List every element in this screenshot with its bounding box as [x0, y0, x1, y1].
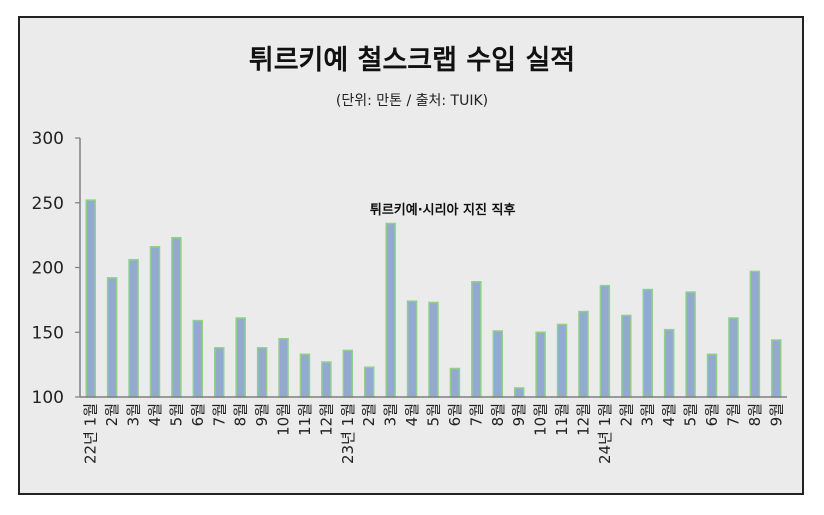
x-tick-label: 3월 [639, 403, 657, 426]
bar [171, 236, 182, 398]
bar [599, 284, 611, 398]
y-tick-label: 300 [32, 129, 64, 149]
bar [363, 366, 375, 398]
y-tick-label: 100 [32, 388, 64, 408]
chart-frame [18, 16, 804, 495]
bar [85, 199, 96, 398]
bar [578, 310, 589, 398]
bar [685, 291, 696, 398]
x-axis: 22년 1월 2월 3월 4월 5월 6월 7월 8월 9월 10월 11월 12월 23년 1월 2월 3… [80, 396, 787, 464]
x-tick-label: 5월 [167, 403, 185, 426]
x-tick-label: 3월 [125, 403, 143, 426]
bar [192, 319, 204, 398]
x-tick-label: 8월 [746, 403, 764, 426]
bar [642, 288, 653, 398]
bar [342, 349, 354, 398]
bar [278, 337, 289, 398]
x-tick-label: 9월 [767, 403, 785, 426]
bar [428, 301, 439, 398]
x-tick-label: 6월 [703, 403, 721, 426]
bar [621, 314, 632, 398]
x-tick-label: 12월 [317, 403, 335, 436]
bar [728, 317, 739, 398]
bar [385, 222, 396, 398]
annotation-label: 튀르키예·시리아 지진 직후 [370, 202, 516, 218]
x-tick-label: 2월 [103, 403, 121, 426]
x-tick-label: 7월 [724, 403, 742, 426]
bar [321, 361, 332, 398]
y-tick-label: 200 [32, 259, 64, 279]
bar [149, 246, 161, 398]
x-tick-label: 11월 [553, 403, 571, 436]
x-tick-label: 3월 [382, 403, 400, 426]
x-tick-label: 6월 [446, 403, 464, 426]
bar [128, 258, 139, 398]
bar [449, 367, 461, 398]
x-tick-label: 4월 [660, 403, 678, 426]
bar [663, 328, 675, 398]
bar [513, 387, 525, 398]
bar [235, 317, 246, 398]
x-tick-label: 10월 [532, 403, 550, 436]
bar [492, 330, 504, 398]
x-tick-label: 9월 [510, 403, 528, 426]
y-axis: 100 150 200 250 300 [32, 129, 81, 408]
x-tick-label: 6월 [189, 403, 207, 426]
x-tick-label: 10월 [275, 403, 293, 436]
x-tick-label: 22년 1월 [82, 403, 100, 464]
bar [706, 353, 718, 398]
bar [471, 280, 482, 398]
x-tick-label: 24년 1월 [596, 403, 614, 464]
chart-subtitle: (단위: 만톤 / 출처: TUIK) [335, 93, 489, 109]
y-tick-label: 250 [32, 194, 64, 214]
x-tick-label: 4월 [146, 403, 164, 426]
y-tick-label: 150 [32, 323, 64, 343]
bar [106, 277, 118, 398]
bar [299, 353, 311, 398]
x-tick-label: 2월 [617, 403, 635, 426]
x-tick-label: 11월 [296, 403, 314, 436]
x-tick-label: 5월 [682, 403, 700, 426]
x-tick-label: 8월 [489, 403, 507, 426]
chart-title: 튀르키예 철스크랩 수입 실적 [248, 45, 576, 76]
x-tick-label: 2월 [360, 403, 378, 426]
x-tick-label: 7월 [210, 403, 228, 426]
bars [85, 199, 782, 398]
bar [749, 270, 761, 398]
x-tick-label: 7월 [467, 403, 485, 426]
bar [771, 339, 782, 398]
x-tick-label: 9월 [253, 403, 271, 426]
x-tick-label: 4월 [403, 403, 421, 426]
x-tick-label: 5월 [425, 403, 443, 426]
bar [556, 323, 568, 398]
bar [406, 300, 418, 398]
x-tick-label: 8월 [232, 403, 250, 426]
bar [214, 347, 225, 398]
x-tick-label: 12월 [574, 403, 592, 436]
x-tick-label: 23년 1월 [339, 403, 357, 464]
bar [535, 331, 546, 398]
bar [256, 347, 268, 398]
